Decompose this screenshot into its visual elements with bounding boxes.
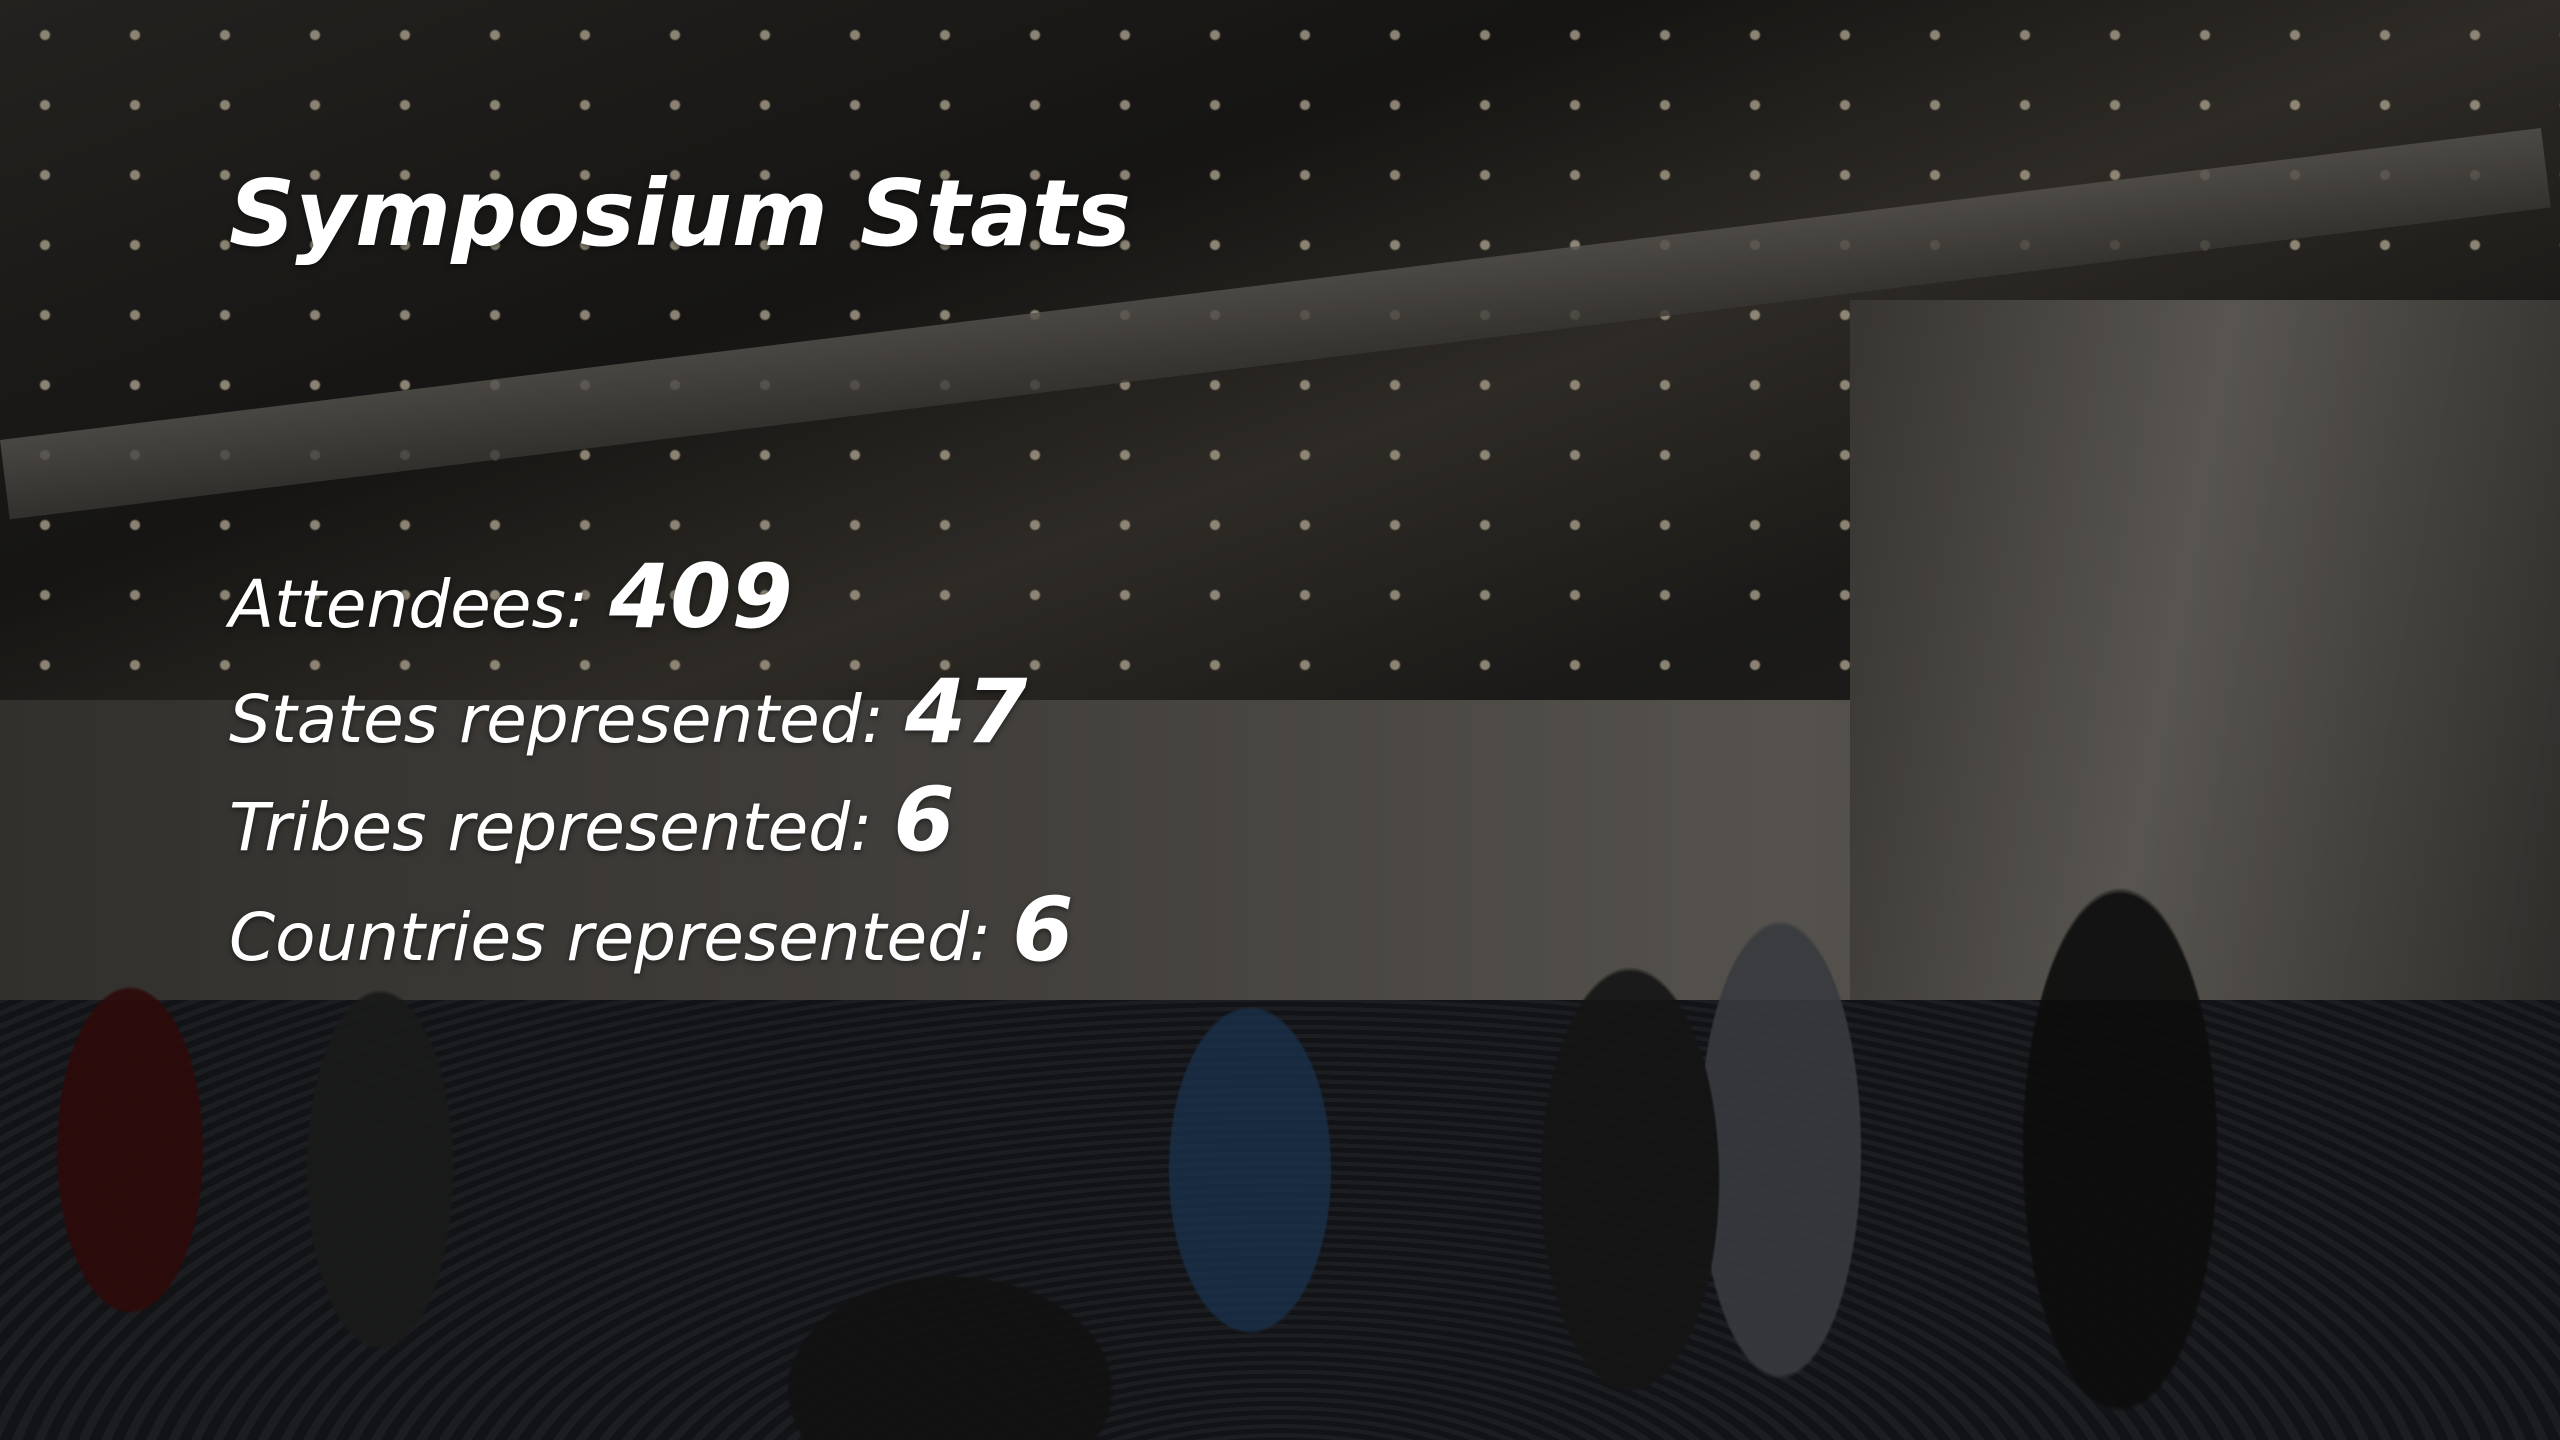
stat-label: Countries represented: — [229, 899, 991, 976]
stat-line: States represented: 47 — [229, 660, 1027, 763]
stat-line: Countries represented: 6 — [229, 878, 1073, 981]
page: {"title": "Symposium Stats", "stats": [ … — [0, 0, 2560, 1440]
stat-label: Attendees: — [229, 566, 588, 643]
stat-value: 6 — [1012, 878, 1073, 981]
stat-label: Tribes represented: — [229, 789, 872, 866]
stat-value: 6 — [893, 768, 954, 871]
stat-line: Attendees: 409 — [229, 545, 793, 648]
slide: Symposium Stats Attendees: 409 States rep… — [0, 0, 2560, 1440]
slide-title: Symposium Stats — [229, 160, 1131, 267]
stat-value: 47 — [905, 660, 1027, 763]
stat-value: 409 — [609, 545, 793, 648]
stat-line: Tribes represented: 6 — [229, 768, 955, 871]
stat-label: States represented: — [229, 681, 884, 758]
